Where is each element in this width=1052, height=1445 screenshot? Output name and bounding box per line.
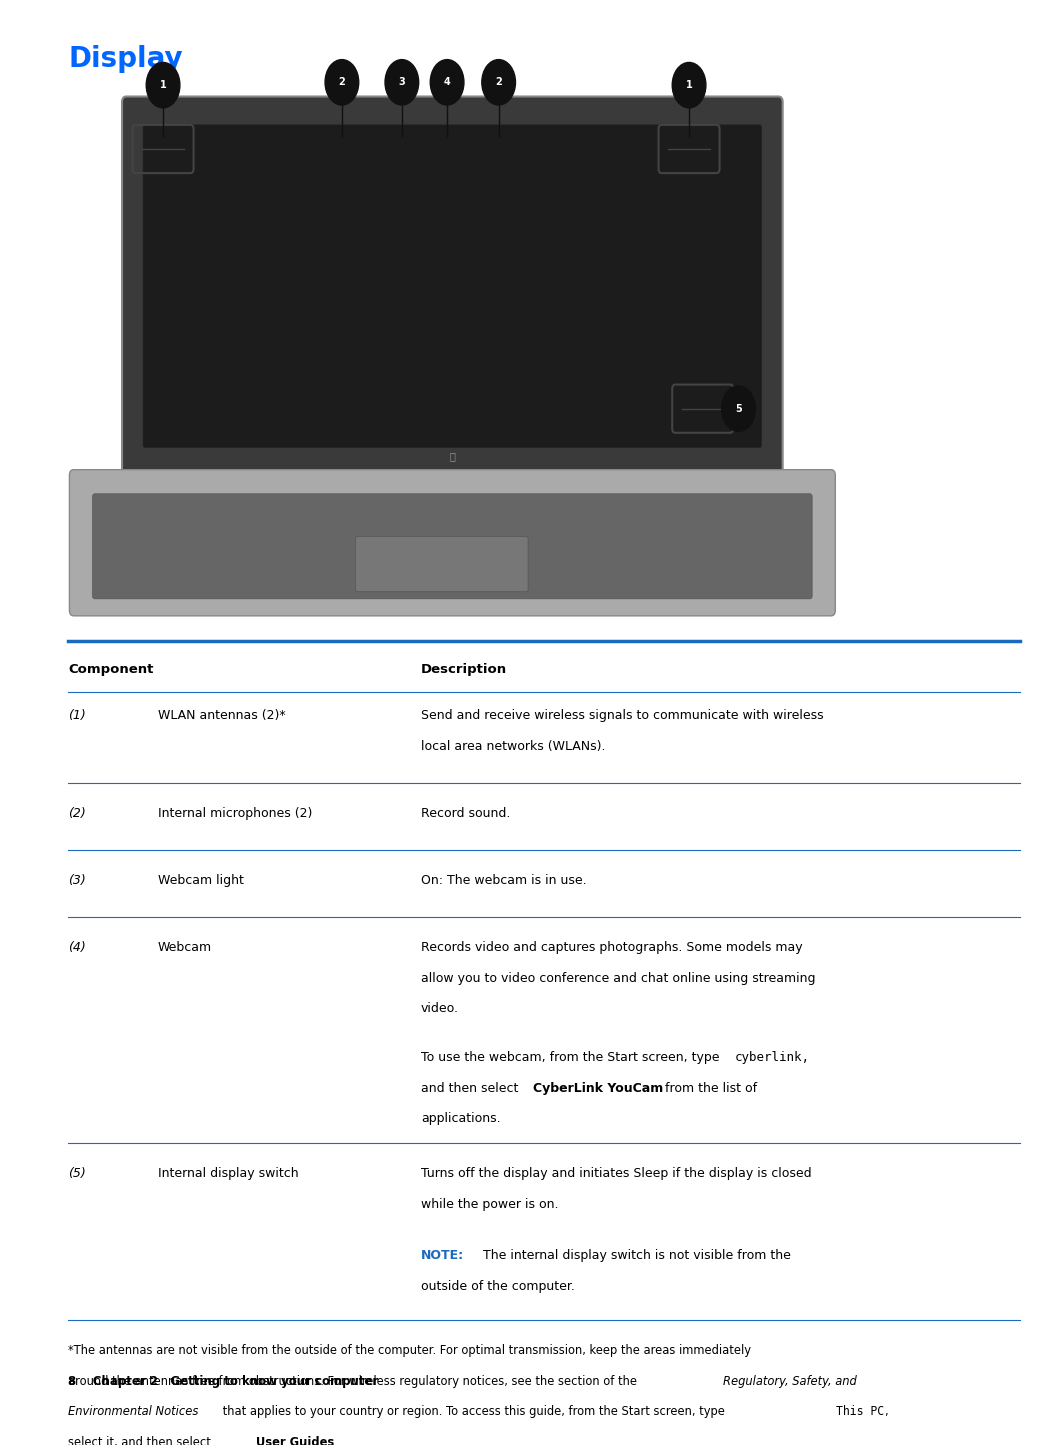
Circle shape [385, 59, 419, 105]
Text: .: . [335, 1435, 338, 1445]
Circle shape [722, 386, 755, 432]
FancyBboxPatch shape [122, 97, 783, 481]
Text: allow you to video conference and chat online using streaming: allow you to video conference and chat o… [421, 972, 815, 985]
Text: 1: 1 [160, 79, 166, 90]
Text: (2): (2) [68, 808, 86, 821]
Text: Webcam light: Webcam light [158, 874, 244, 887]
Text: Environmental Notices: Environmental Notices [68, 1405, 199, 1418]
Text: Display: Display [68, 45, 183, 74]
Text: that applies to your country or region. To access this guide, from the Start scr: that applies to your country or region. … [219, 1405, 728, 1418]
Text: (1): (1) [68, 709, 86, 722]
Text: Ⓜ: Ⓜ [449, 451, 456, 461]
Text: 1: 1 [686, 79, 692, 90]
Text: CyberLink YouCam: CyberLink YouCam [533, 1082, 664, 1095]
FancyBboxPatch shape [69, 470, 835, 616]
Text: select it, and then select: select it, and then select [68, 1435, 215, 1445]
Circle shape [430, 59, 464, 105]
Text: 5: 5 [735, 403, 742, 413]
Text: User Guides: User Guides [256, 1435, 333, 1445]
Text: Internal display switch: Internal display switch [158, 1168, 299, 1181]
Text: To use the webcam, from the Start screen, type: To use the webcam, from the Start screen… [421, 1051, 724, 1064]
Text: Send and receive wireless signals to communicate with wireless: Send and receive wireless signals to com… [421, 709, 824, 722]
FancyBboxPatch shape [143, 124, 762, 448]
Circle shape [482, 59, 515, 105]
Text: around the antennas free from obstructions. For wireless regulatory notices, see: around the antennas free from obstructio… [68, 1374, 641, 1387]
Text: Webcam: Webcam [158, 941, 211, 954]
Text: Internal microphones (2): Internal microphones (2) [158, 808, 312, 821]
Text: cyberlink,: cyberlink, [734, 1051, 809, 1064]
Text: This PC: This PC [836, 1405, 885, 1418]
Text: NOTE:: NOTE: [421, 1250, 464, 1263]
Text: from the list of: from the list of [661, 1082, 756, 1095]
Text: local area networks (WLANs).: local area networks (WLANs). [421, 740, 605, 753]
Text: video.: video. [421, 1003, 459, 1016]
Text: 4: 4 [444, 77, 450, 87]
Text: WLAN antennas (2)*: WLAN antennas (2)* [158, 709, 285, 722]
Text: *The antennas are not visible from the outside of the computer. For optimal tran: *The antennas are not visible from the o… [68, 1344, 751, 1357]
Text: 2: 2 [339, 77, 345, 87]
FancyBboxPatch shape [356, 536, 528, 591]
Text: Description: Description [421, 663, 507, 676]
FancyBboxPatch shape [93, 494, 812, 598]
Text: applications.: applications. [421, 1113, 501, 1126]
Text: Component: Component [68, 663, 154, 676]
Text: while the power is on.: while the power is on. [421, 1198, 559, 1211]
Text: (4): (4) [68, 941, 86, 954]
Text: Regulatory, Safety, and: Regulatory, Safety, and [723, 1374, 856, 1387]
Text: 3: 3 [399, 77, 405, 87]
Text: ,: , [884, 1405, 887, 1418]
Circle shape [146, 62, 180, 108]
Circle shape [672, 62, 706, 108]
Text: Records video and captures photographs. Some models may: Records video and captures photographs. … [421, 941, 803, 954]
Text: 2: 2 [495, 77, 502, 87]
Text: outside of the computer.: outside of the computer. [421, 1280, 574, 1293]
Text: The internal display switch is not visible from the: The internal display switch is not visib… [471, 1250, 791, 1263]
Text: (5): (5) [68, 1168, 86, 1181]
Text: On: The webcam is in use.: On: The webcam is in use. [421, 874, 586, 887]
Text: Turns off the display and initiates Sleep if the display is closed: Turns off the display and initiates Slee… [421, 1168, 811, 1181]
Text: (3): (3) [68, 874, 86, 887]
Text: 8    Chapter 2   Getting to know your computer: 8 Chapter 2 Getting to know your compute… [68, 1374, 379, 1387]
Text: and then select: and then select [421, 1082, 522, 1095]
Text: Record sound.: Record sound. [421, 808, 510, 821]
Circle shape [325, 59, 359, 105]
